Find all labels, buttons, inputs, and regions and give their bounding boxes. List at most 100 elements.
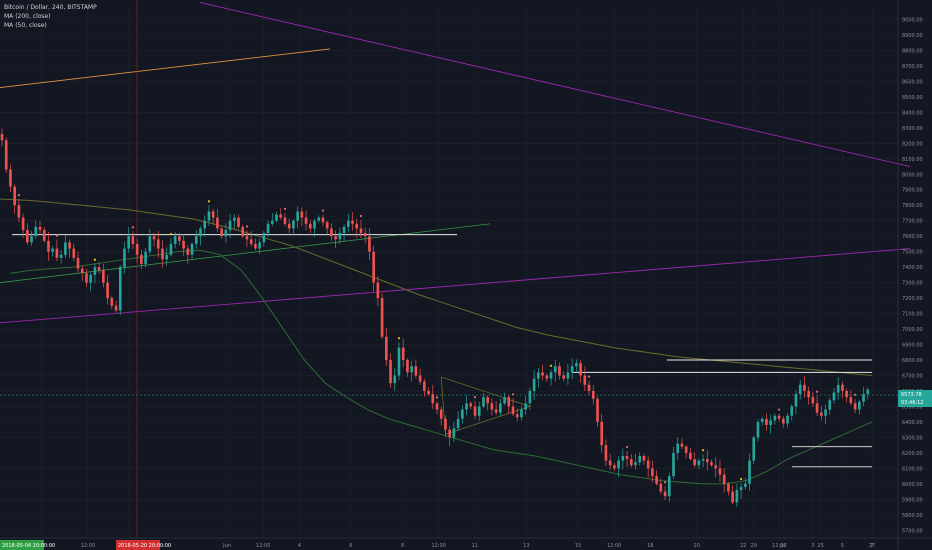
signal-marker [435, 396, 439, 399]
candle-body [482, 397, 485, 407]
candle-body [499, 403, 502, 413]
candle-body [549, 372, 553, 379]
candle-body [80, 268, 84, 274]
candle-body [325, 222, 329, 229]
candle-body [178, 236, 181, 241]
candle-body [249, 239, 253, 244]
candle-body [224, 229, 228, 237]
candle-body [773, 415, 777, 421]
price-axis[interactable]: 5700.00 5800.00 5900.00 6000.00 6100.00 6200.… [898, 17, 932, 534]
candle-body [385, 336, 388, 360]
price-tick-label: 8100.00 [902, 157, 923, 163]
candle-body [811, 397, 815, 404]
candle-body [220, 228, 223, 237]
candle-body [334, 236, 337, 240]
candle-body [401, 347, 405, 360]
price-tick-label: 7200.00 [902, 296, 923, 302]
candle-body [638, 455, 642, 463]
candle-body [68, 242, 71, 249]
price-tick-label: 5700.00 [902, 528, 923, 534]
candle-body [292, 220, 295, 229]
candle-body [355, 223, 359, 229]
candle-body [389, 360, 392, 384]
candle-body [152, 236, 156, 240]
signal-marker [245, 225, 249, 228]
candle-body [427, 390, 430, 395]
candle-body [4, 140, 8, 170]
candle-body [351, 220, 354, 224]
signal-marker [854, 393, 857, 396]
purple-resistance-line [199, 2, 911, 167]
candle-body [313, 220, 316, 229]
candle-body [156, 239, 160, 249]
candle-body [0, 134, 4, 141]
time-tick-label: 29 [751, 543, 757, 549]
candle-body [824, 409, 827, 416]
candle-body [672, 452, 675, 477]
candle-body [287, 223, 291, 229]
candle-body [435, 403, 439, 410]
candle-body [59, 254, 63, 258]
candle-body [684, 446, 688, 453]
candle-body [845, 390, 848, 398]
time-axis[interactable]: 512:0026Jun12:0046812:0011131512:0018202… [0, 540, 875, 550]
candle-body [655, 476, 658, 484]
candle-body [731, 491, 734, 503]
price-tick-label: 8000.00 [902, 172, 923, 178]
candle-body [190, 243, 194, 255]
orange-trend-line [0, 48, 331, 89]
signal-marker [739, 477, 743, 481]
candle-body [148, 236, 152, 252]
time-tick-label: 18 [647, 543, 653, 549]
candle-body [13, 186, 16, 206]
time-badge-label: 2018-05-20 20:00:00 [118, 543, 171, 549]
candle-body [444, 418, 447, 430]
candle-body [207, 211, 211, 221]
signal-marker [169, 232, 173, 236]
price-tick-label: 6900.00 [902, 343, 923, 349]
time-tick-label: 12:00 [607, 543, 621, 549]
time-tick-label: 25 [817, 543, 823, 549]
signal-marker [549, 364, 553, 367]
signal-marker [55, 234, 59, 237]
triangle-pattern [440, 376, 532, 435]
candle-body [613, 465, 616, 469]
candle-body [722, 474, 726, 484]
price-tick-label: 7000.00 [902, 327, 923, 333]
signal-marker [321, 209, 325, 212]
candle-body [714, 465, 718, 469]
candle-body [651, 468, 654, 477]
candle-body [64, 242, 67, 255]
candle-body [570, 366, 574, 373]
candle-body [270, 220, 274, 224]
candle-body [330, 228, 333, 237]
time-tick-label: Jul [779, 543, 786, 549]
signal-marker [93, 258, 97, 261]
candle-body [862, 394, 865, 402]
candle-body [477, 406, 481, 416]
current-price-badge [898, 390, 932, 408]
candle-body [317, 217, 321, 221]
price-tick-label: 7600.00 [902, 234, 923, 240]
candle-body [786, 415, 789, 424]
candle-body [558, 366, 561, 376]
candle-body [461, 409, 464, 419]
current-price-label: 6573.78 [901, 392, 922, 398]
candle-body [228, 220, 232, 230]
chart-legend: Bitcoin / Dollar, 240, BITSTAMP MA (200,… [4, 3, 97, 30]
candle-body [769, 420, 772, 426]
price-tick-label: 8800.00 [902, 48, 923, 54]
candle-body [591, 390, 595, 399]
candle-body [359, 228, 363, 234]
candle-body [524, 403, 527, 410]
candle-body [110, 298, 114, 306]
price-tick-label: 7900.00 [902, 188, 923, 194]
candle-body [537, 372, 540, 379]
candle-body [532, 378, 536, 391]
candle-body [21, 217, 25, 230]
candles [0, 128, 870, 507]
candle-body [689, 452, 692, 460]
price-tick-label: 6300.00 [902, 435, 923, 441]
candle-body [515, 414, 519, 418]
